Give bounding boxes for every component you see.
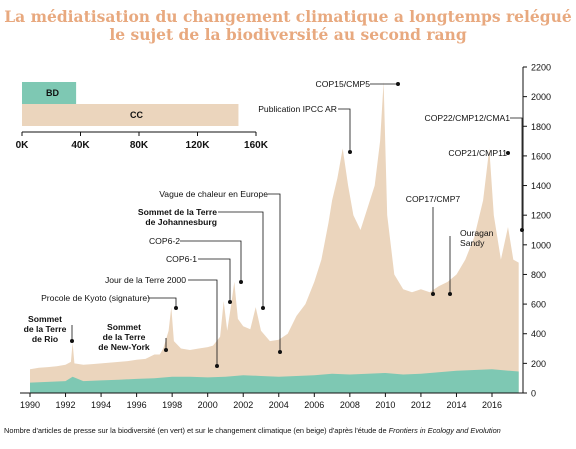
annotation-dot <box>261 306 265 310</box>
annotation-label: de New-York <box>98 342 150 352</box>
x-tick-label: 1996 <box>127 400 147 410</box>
total-bar-bd <box>22 82 77 104</box>
total-bar-label: BD <box>46 88 59 98</box>
annotation-label: de la Terre <box>24 324 67 334</box>
y-tick-label: 400 <box>531 329 546 339</box>
annotation-dot <box>348 150 352 154</box>
annotation-label: Jour de la Terre 2000 <box>105 275 186 285</box>
annotation-dot <box>448 292 452 296</box>
annotation-label: COP21/CMP11 <box>448 148 507 158</box>
annotation-label: de Johannesburg <box>145 217 217 227</box>
y-tick-label: 800 <box>531 270 546 280</box>
annotation-label: COP17/CMP7 <box>406 194 461 204</box>
annotation-label: Sommet <box>28 314 62 324</box>
y-tick-label: 1000 <box>531 240 551 250</box>
total-bar-cc <box>22 104 239 126</box>
y-tick-label: 600 <box>531 300 546 310</box>
annotation-dot <box>70 339 74 343</box>
y-tick-label: 1800 <box>531 122 551 132</box>
y-tick-label: 200 <box>531 359 546 369</box>
x-tick-label: 2006 <box>304 400 324 410</box>
annotation-dot <box>174 306 178 310</box>
annotation-dot <box>520 228 524 232</box>
annotation-label: de la Terre <box>103 332 146 342</box>
annotation-label: Vague de chaleur en Europe <box>159 189 268 199</box>
totals-x-tick-label: 80K <box>130 140 149 151</box>
x-tick-label: 2014 <box>446 400 466 410</box>
area-series-cc <box>30 81 519 394</box>
x-tick-label: 1998 <box>162 400 182 410</box>
annotation-dot <box>215 364 219 368</box>
chart-title-line: La médiatisation du changement climatiqu… <box>4 7 572 26</box>
annotation-leader-line <box>268 193 281 352</box>
totals-x-tick-label: 0K <box>16 140 30 151</box>
annotation-label: Procole de Kyoto (signature) <box>41 293 150 303</box>
x-tick-label: 2016 <box>482 400 502 410</box>
total-bar-label: CC <box>130 110 143 120</box>
totals-x-tick-label: 160K <box>244 140 269 151</box>
annotation-dot <box>239 280 243 284</box>
x-tick-label: 1990 <box>20 400 40 410</box>
annotation-label: Sommet de la Terre <box>138 207 217 217</box>
annotation-leader-line <box>188 279 218 366</box>
annotation-leader-line <box>510 117 523 230</box>
y-tick-label: 2200 <box>531 63 551 73</box>
annotation-label: Sandy <box>460 238 485 248</box>
x-tick-label: 2000 <box>198 400 218 410</box>
x-tick-label: 1992 <box>56 400 76 410</box>
annotation-label: Sommet <box>107 322 141 332</box>
x-tick-label: 2012 <box>411 400 431 410</box>
y-tick-label: 1400 <box>531 181 551 191</box>
x-tick-label: 2010 <box>375 400 395 410</box>
y-tick-label: 1200 <box>531 211 551 221</box>
annotation-label: Publication IPCC AR <box>258 104 337 114</box>
annotation-leader-line <box>218 211 264 308</box>
caption-source: Frontiers in Ecology and Evolution <box>389 426 501 435</box>
y-tick-label: 1600 <box>531 151 551 161</box>
annotation-dot <box>164 348 168 352</box>
annotation-label: Ouragan <box>460 228 494 238</box>
chart-title-line: le sujet de la biodiversité au second ra… <box>109 25 467 44</box>
x-tick-label: 2008 <box>340 400 360 410</box>
annotation-label: de Rio <box>32 334 58 344</box>
x-tick-label: 2004 <box>269 400 289 410</box>
annotation-leader-line <box>198 258 231 302</box>
annotation-label: COP15/CMP5 <box>316 79 371 89</box>
annotation-dot <box>396 82 400 86</box>
y-tick-label: 2000 <box>531 92 551 102</box>
annotation-dot <box>228 300 232 304</box>
totals-x-tick-label: 40K <box>71 140 90 151</box>
totals-x-tick-label: 120K <box>186 140 211 151</box>
annotation-label: COP22/CMP12/CMA1 <box>425 113 511 123</box>
y-tick-label: 0 <box>531 389 536 399</box>
annotation-label: COP6-2 <box>149 236 180 246</box>
annotation-dot <box>278 350 282 354</box>
annotation-dot <box>506 151 510 155</box>
source-caption: Nombre d'articles de presse sur la biodi… <box>4 426 501 435</box>
annotation-leader-line <box>338 108 351 152</box>
x-tick-label: 2002 <box>233 400 253 410</box>
annotation-dot <box>431 292 435 296</box>
x-tick-label: 1994 <box>91 400 111 410</box>
caption-text: Nombre d'articles de presse sur la biodi… <box>4 426 389 435</box>
annotation-label: COP6-1 <box>166 254 197 264</box>
annotation-leader-line <box>180 240 242 282</box>
area-series-bd <box>30 369 519 393</box>
annotation-leader-line <box>148 297 177 308</box>
